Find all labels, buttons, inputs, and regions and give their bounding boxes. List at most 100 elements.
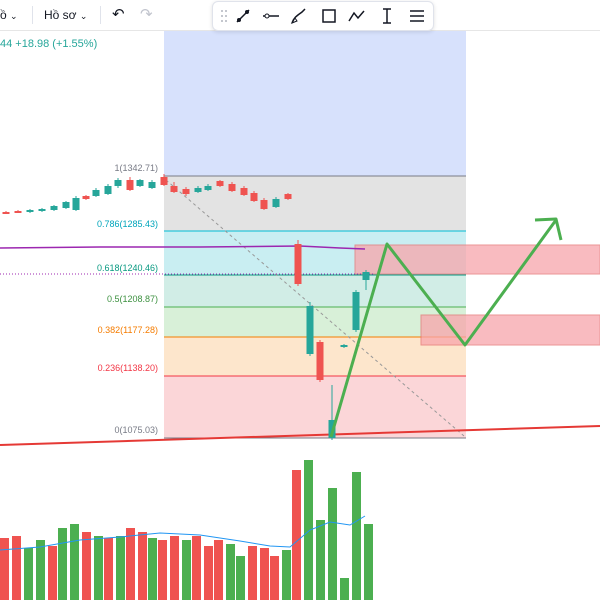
candle-body bbox=[260, 200, 268, 209]
candle-body bbox=[306, 306, 314, 354]
candle-body bbox=[92, 190, 100, 196]
volume-bar bbox=[328, 488, 337, 600]
volume-bar bbox=[12, 536, 21, 600]
drag-handle-icon[interactable] bbox=[215, 6, 235, 26]
toolbar-divider bbox=[100, 6, 101, 24]
rectangle-icon[interactable] bbox=[319, 6, 339, 26]
candle-body bbox=[72, 198, 80, 210]
drawing-toolbar bbox=[212, 1, 434, 31]
line-icon[interactable] bbox=[261, 6, 281, 26]
candle-body bbox=[114, 180, 122, 186]
volume-bar bbox=[236, 556, 245, 600]
fib-zone-0236 bbox=[164, 376, 466, 438]
fib-label-0786: 0.786(1285.43) bbox=[97, 219, 158, 229]
candle-body bbox=[62, 202, 70, 208]
candle-body bbox=[362, 272, 370, 280]
candle-body bbox=[82, 196, 90, 199]
resistance-zone[interactable] bbox=[354, 244, 600, 275]
volume-bar bbox=[36, 540, 45, 600]
support-zone[interactable] bbox=[420, 314, 600, 346]
volume-bar bbox=[126, 528, 135, 600]
volume-bar bbox=[316, 520, 325, 600]
volume-bar bbox=[292, 470, 301, 600]
candle-body bbox=[148, 182, 156, 188]
list-settings-icon[interactable] bbox=[407, 6, 427, 26]
profile-menu[interactable]: Hồ sơ ⌄ bbox=[44, 5, 87, 25]
symbol-label: ồ bbox=[0, 8, 7, 22]
volume-bar bbox=[260, 548, 269, 600]
candle-body bbox=[104, 186, 112, 194]
volume-bar bbox=[104, 538, 113, 600]
candle-body bbox=[38, 209, 46, 211]
moving-average-line bbox=[0, 245, 366, 250]
volume-bars bbox=[0, 460, 373, 600]
chevron-down-icon: ⌄ bbox=[79, 11, 88, 21]
fib-label-0236: 0.236(1138.20) bbox=[98, 363, 158, 373]
undo-icon[interactable]: ↶ bbox=[112, 6, 125, 23]
fib-zone-05 bbox=[164, 307, 466, 337]
volume-bar bbox=[148, 538, 157, 600]
candle-body bbox=[250, 193, 258, 201]
volume-bar bbox=[214, 540, 223, 600]
volume-bar bbox=[82, 532, 91, 600]
candle-body bbox=[26, 210, 34, 212]
volume-bar bbox=[24, 548, 33, 600]
symbol-menu[interactable]: ồ ⌄ bbox=[0, 5, 18, 25]
volume-bar bbox=[182, 540, 191, 600]
fib-zone-0618 bbox=[164, 275, 466, 307]
volume-bar bbox=[364, 524, 373, 600]
volume-bar bbox=[138, 532, 147, 600]
fib-label-0382: 0.382(1177.28) bbox=[98, 325, 158, 335]
volume-bar bbox=[192, 536, 201, 600]
candle-body bbox=[216, 181, 224, 186]
candle-body bbox=[182, 189, 190, 194]
fib-label-05: 0.5(1208.87) bbox=[107, 294, 158, 304]
fib-label-0618: 0.618(1240.46) bbox=[97, 263, 158, 273]
fib-label-1: 1(1342.71) bbox=[114, 163, 158, 173]
volume-bar bbox=[204, 546, 213, 600]
volume-bar bbox=[170, 536, 179, 600]
volume-average-line bbox=[0, 515, 366, 551]
candle-body bbox=[272, 199, 280, 207]
candle-body bbox=[228, 184, 236, 191]
volume-bar bbox=[304, 460, 313, 600]
candle-body bbox=[352, 292, 360, 330]
profile-label: Hồ sơ bbox=[44, 8, 77, 22]
volume-bar bbox=[48, 546, 57, 600]
volume-bar bbox=[158, 540, 167, 600]
projection-path[interactable] bbox=[329, 219, 558, 438]
candle-body bbox=[136, 180, 144, 186]
candle-body bbox=[170, 186, 178, 192]
candle-body bbox=[316, 342, 324, 380]
candle-body bbox=[160, 177, 168, 185]
candle-body bbox=[240, 188, 248, 195]
volume-bar bbox=[58, 528, 67, 600]
redo-icon[interactable]: ↷ bbox=[140, 6, 153, 23]
volume-bar bbox=[282, 550, 291, 600]
projection-arrowhead bbox=[534, 217, 563, 241]
volume-bar bbox=[340, 578, 349, 600]
candle-body bbox=[340, 345, 348, 347]
candle-body bbox=[204, 186, 212, 190]
text-cursor-icon[interactable] bbox=[377, 6, 397, 26]
candlesticks bbox=[2, 174, 370, 440]
candle-body bbox=[14, 211, 22, 213]
candle-body bbox=[294, 244, 302, 284]
candle-body bbox=[194, 188, 202, 192]
chevron-down-icon: ⌄ bbox=[10, 11, 18, 21]
price-change-readout: 44 +18.98 (+1.55%) bbox=[0, 38, 98, 50]
path-icon[interactable] bbox=[347, 6, 367, 26]
brush-icon[interactable] bbox=[233, 6, 253, 26]
fib-zone-1 bbox=[164, 176, 466, 231]
volume-bar bbox=[226, 544, 235, 600]
trend-line[interactable] bbox=[0, 425, 600, 446]
volume-bar bbox=[94, 536, 103, 600]
volume-bar bbox=[116, 536, 125, 600]
volume-bar bbox=[248, 546, 257, 600]
volume-bar bbox=[0, 538, 9, 600]
candle-body bbox=[50, 206, 58, 210]
pencil-icon[interactable] bbox=[289, 6, 309, 26]
volume-bar bbox=[70, 524, 79, 600]
toolbar-divider bbox=[32, 6, 33, 24]
